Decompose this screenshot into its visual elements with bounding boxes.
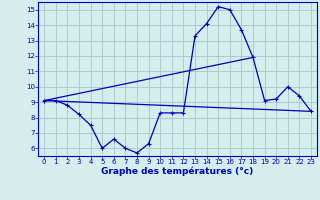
X-axis label: Graphe des températures (°c): Graphe des températures (°c)	[101, 167, 254, 176]
